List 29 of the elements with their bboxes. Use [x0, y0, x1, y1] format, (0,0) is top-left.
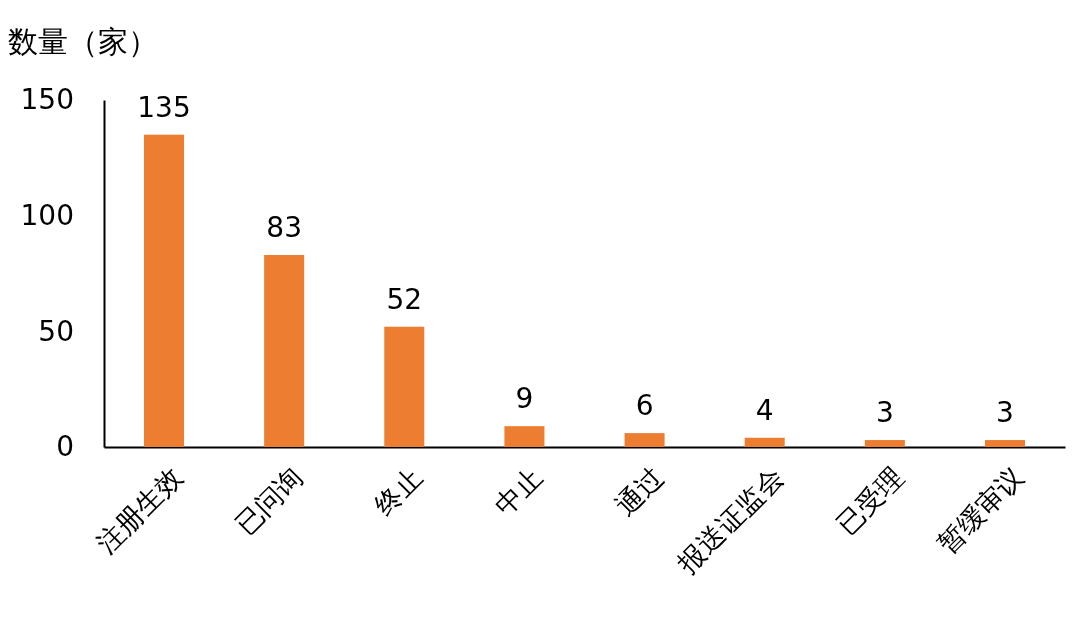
- data-label: 52: [386, 282, 423, 316]
- x-tick-label: 注册生效: [90, 461, 189, 560]
- y-tick-label: 100: [20, 199, 74, 233]
- data-label: 135: [137, 90, 191, 124]
- data-label: 4: [755, 393, 774, 427]
- x-tick-label: 终止: [368, 461, 429, 522]
- data-label: 6: [635, 389, 654, 423]
- x-tick-label: 中止: [488, 461, 549, 522]
- data-label: 9: [515, 382, 534, 416]
- data-label: 3: [996, 396, 1014, 430]
- bar: [384, 326, 425, 447]
- x-tick-label: 已受理: [830, 461, 910, 541]
- y-axis-title: 数量（家）: [8, 24, 158, 59]
- bar: [864, 440, 905, 447]
- bar: [504, 426, 545, 447]
- bar: [624, 433, 665, 447]
- x-tick-label: 暂缓审议: [931, 461, 1030, 560]
- bar: [744, 437, 785, 447]
- x-tick-label: 通过: [608, 461, 669, 522]
- y-tick-label: 0: [56, 430, 74, 464]
- y-tick-label: 150: [20, 83, 74, 117]
- y-tick-label: 50: [38, 314, 74, 348]
- bar: [984, 440, 1025, 447]
- bar: [264, 254, 305, 447]
- data-label: 83: [266, 210, 302, 244]
- data-label: 3: [875, 396, 894, 430]
- x-tick-label: 报送证监会: [670, 461, 790, 580]
- bar: [144, 134, 185, 447]
- x-tick-label: 已问询: [229, 461, 309, 541]
